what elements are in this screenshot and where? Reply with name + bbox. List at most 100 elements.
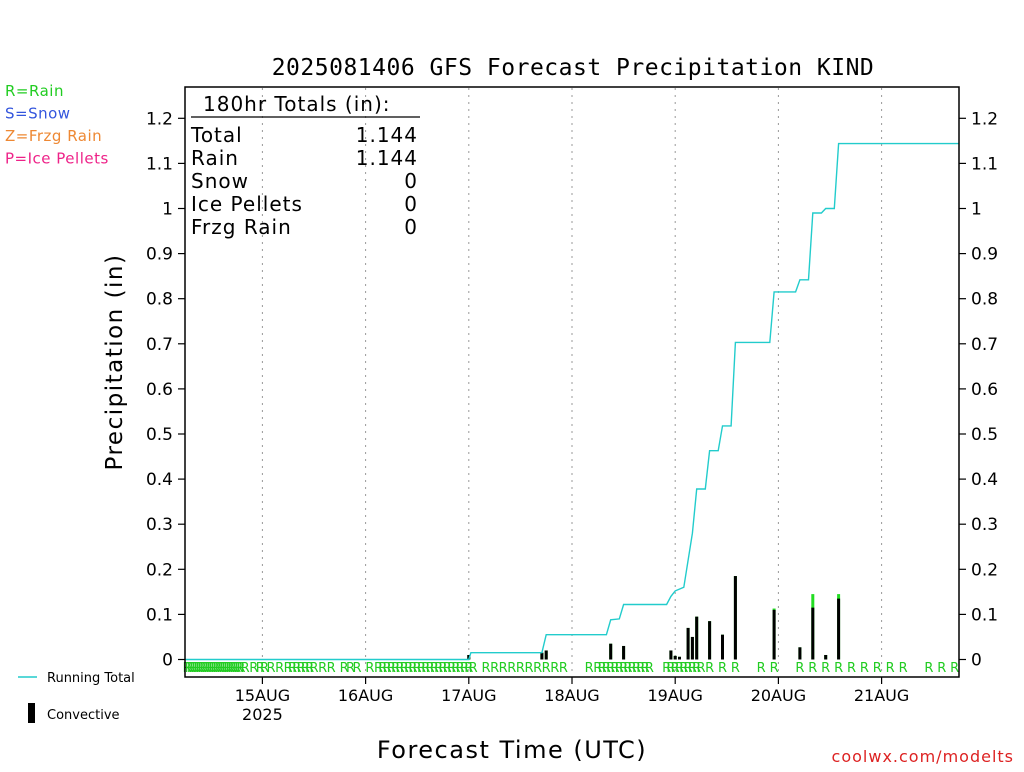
ptype-marker: R: [352, 661, 361, 676]
ptype-marker: R: [632, 661, 641, 676]
grid-lines: [261, 88, 883, 676]
ptype-marker: R: [443, 661, 452, 676]
ptype-marker: R: [404, 661, 413, 676]
ptype-marker: R: [598, 661, 607, 676]
ptype-marker: R: [795, 661, 804, 676]
ptype-marker: R: [387, 661, 396, 676]
convective-bar: [544, 650, 548, 660]
convective-bar: [686, 627, 690, 660]
running-total-legend-label: Running Total: [47, 671, 135, 686]
ptype-marker: R: [198, 661, 207, 676]
ptype-marker: R: [340, 661, 349, 676]
ptype-marker: R: [447, 661, 456, 676]
convective-bar: [733, 576, 737, 660]
totals-heading: 180hr Totals (in):: [203, 92, 391, 116]
ptype-marker: R: [593, 661, 602, 676]
ptype-legend-item: R=Rain: [5, 82, 64, 100]
ptype-marker: R: [395, 661, 404, 676]
convective-bar: [678, 656, 681, 660]
ptype-marker: R: [671, 661, 680, 676]
x-axis-label: Forecast Time (UTC): [377, 736, 647, 764]
ptype-marker: R: [585, 661, 594, 676]
x-tick-label: 15AUG: [235, 686, 290, 705]
y-tick-label: 0: [971, 651, 982, 671]
totals-label: Ice Pellets: [191, 192, 303, 216]
y-tick-label: 0.4: [146, 470, 173, 490]
convective-bar: [622, 645, 626, 660]
ptype-marker: R: [456, 661, 465, 676]
y-tick-label: 0.3: [146, 515, 173, 535]
ptype-marker: R: [623, 661, 632, 676]
y-tick-label: 0.5: [146, 425, 173, 445]
ptype-marker: R: [185, 661, 194, 676]
ptype-marker: R: [757, 661, 766, 676]
totals-label: Frzg Rain: [191, 215, 292, 239]
ptype-marker: R: [241, 661, 250, 676]
totals-label: Rain: [191, 146, 239, 170]
ptype-marker: R: [408, 661, 417, 676]
ptype-marker: R: [847, 661, 856, 676]
ptype-marker: R: [297, 661, 306, 676]
ptype-marker: R: [413, 661, 422, 676]
convective-legend-label: Convective: [47, 708, 120, 723]
ptype-legend-item: S=Snow: [5, 105, 71, 123]
ptype-marker: R: [559, 661, 568, 676]
totals-box: 180hr Totals (in): Total 1.144 Rain 1.144 Sn…: [190, 92, 420, 239]
ptype-marker: R: [204, 661, 213, 676]
ptype-marker: R: [191, 661, 200, 676]
convective-bar: [540, 652, 544, 660]
ptype-marker: R: [183, 661, 192, 676]
y-tick-label: 0.5: [971, 425, 998, 445]
ptype-marker: R: [430, 661, 439, 676]
ptype-marker: R: [305, 661, 314, 676]
totals-value: 0: [404, 169, 418, 193]
ptype-marker: R: [524, 661, 533, 676]
ptype-marker: R: [374, 661, 383, 676]
ptype-marker: R: [615, 661, 624, 676]
ptype-marker: R: [628, 661, 637, 676]
ptype-marker: R: [684, 661, 693, 676]
ptype-marker: R: [666, 661, 675, 676]
y-tick-label: 1.1: [146, 154, 173, 174]
x-tick-label: 18AUG: [544, 686, 599, 705]
ptype-marker: R: [266, 661, 275, 676]
ptype-marker: R: [696, 661, 705, 676]
y-axis-left: 0 0.1 0.2 0.3 0.4 0.5 0.6 0.7 0.8 0.9 1 1.1 1.2: [146, 109, 185, 671]
x-tick-label: 19AUG: [647, 686, 702, 705]
totals-value: 0: [404, 192, 418, 216]
y-tick-label: 0.1: [971, 605, 998, 625]
ptype-marker: R: [507, 661, 516, 676]
y-tick-label: 0.2: [146, 560, 173, 580]
convective-bar: [669, 650, 673, 660]
y-tick-label: 0.2: [971, 560, 998, 580]
ptype-marker: R: [731, 661, 740, 676]
ptype-marker: R: [211, 661, 220, 676]
convective-bar: [708, 621, 712, 660]
ptype-marker: R: [692, 661, 701, 676]
ptype-marker: R: [189, 661, 198, 676]
x-tick-sublabel: 2025: [242, 705, 283, 724]
ptype-marker: R: [460, 661, 469, 676]
ptype-marker: R: [886, 661, 895, 676]
totals-value: 0: [404, 215, 418, 239]
ptype-marker: R: [327, 661, 336, 676]
ptype-marker: R: [899, 661, 908, 676]
ptype-marker: R: [705, 661, 714, 676]
totals-value: 1.144: [356, 123, 418, 147]
ptype-marker: R: [426, 661, 435, 676]
totals-label: Snow: [191, 169, 249, 193]
y-tick-label: 0.8: [971, 290, 998, 310]
y-tick-label: 0.7: [971, 335, 998, 355]
running-total-line: [185, 142, 959, 661]
ptype-marker: R: [924, 661, 933, 676]
ptype-marker: R: [542, 661, 551, 676]
ptype-marker: R: [464, 661, 473, 676]
y-tick-label: 0.7: [146, 335, 173, 355]
ptype-legend-item: Z=Frzg Rain: [5, 127, 102, 145]
ptype-marker: R: [200, 661, 209, 676]
ptype-marker: R: [675, 661, 684, 676]
ptype-marker: R: [860, 661, 869, 676]
ptype-marker: R: [610, 661, 619, 676]
